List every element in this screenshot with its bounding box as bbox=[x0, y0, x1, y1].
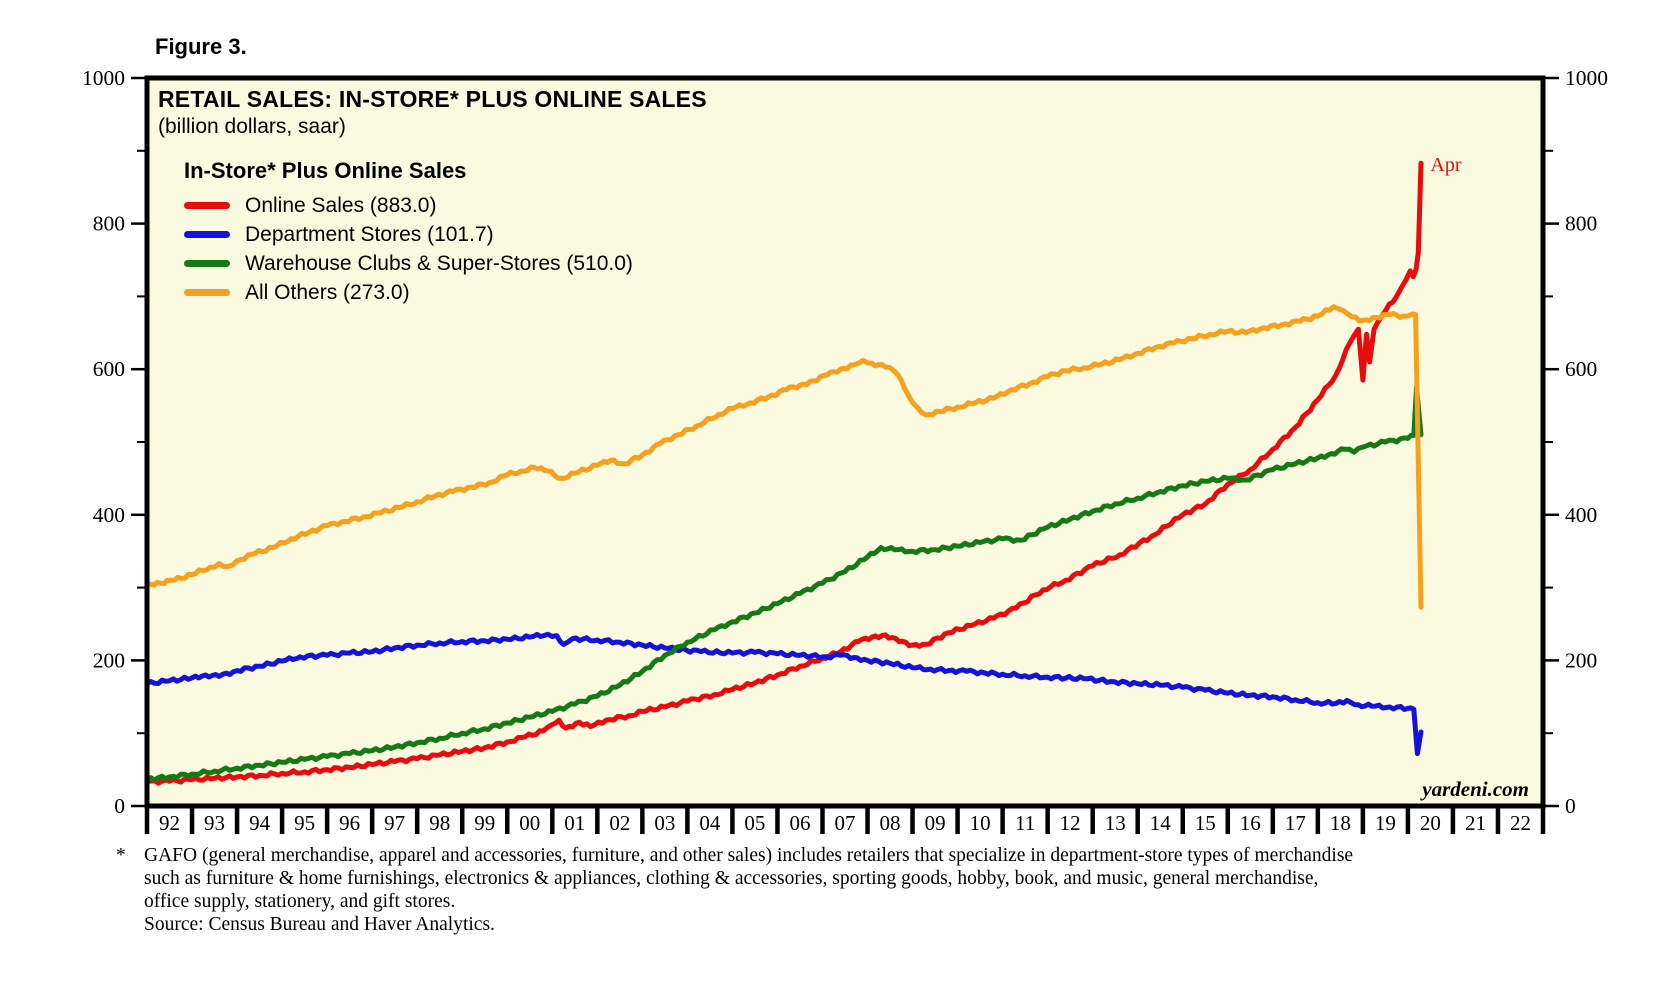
x-axis-label: 05 bbox=[744, 811, 765, 835]
y-axis-label-right: 200 bbox=[1565, 648, 1597, 672]
y-axis-label-left: 600 bbox=[93, 357, 125, 381]
y-axis-label-left: 1000 bbox=[82, 66, 125, 90]
footnote-line: GAFO (general merchandise, apparel and a… bbox=[144, 845, 1354, 866]
x-axis-label: 11 bbox=[1015, 811, 1035, 835]
legend: In-Store* Plus Online Sales Online Sales… bbox=[184, 158, 633, 307]
x-axis-label: 94 bbox=[249, 811, 271, 835]
legend-item-label: Online Sales (883.0) bbox=[245, 193, 437, 217]
x-axis-label: 22 bbox=[1510, 811, 1531, 835]
x-axis-label: 15 bbox=[1195, 811, 1216, 835]
x-axis-label: 92 bbox=[159, 811, 180, 835]
x-axis-label: 95 bbox=[294, 811, 315, 835]
y-axis-label-right: 400 bbox=[1565, 503, 1597, 527]
legend-item-warehouse-clubs-super-stores: Warehouse Clubs & Super-Stores (510.0) bbox=[184, 249, 633, 278]
footnote-asterisk: * bbox=[116, 845, 126, 866]
figure-label: Figure 3. bbox=[155, 34, 247, 59]
x-axis-label: 97 bbox=[384, 811, 405, 835]
footnote-body: GAFO (general merchandise, apparel and a… bbox=[144, 844, 1353, 936]
series-line-department-stores bbox=[144, 631, 1424, 757]
footnote-line: office supply, stationery, and gift stor… bbox=[144, 891, 456, 912]
chart-title: RETAIL SALES: IN-STORE* PLUS ONLINE SALE… bbox=[158, 86, 707, 112]
legend-item-all-others: All Others (273.0) bbox=[184, 278, 633, 307]
x-axis-label: 06 bbox=[789, 811, 810, 835]
footnote-line: such as furniture & home furnishings, el… bbox=[144, 868, 1319, 889]
x-axis-label: 21 bbox=[1465, 811, 1486, 835]
x-axis-label: 02 bbox=[609, 811, 630, 835]
footnote-source: Source: Census Bureau and Haver Analytic… bbox=[144, 914, 495, 935]
x-axis-label: 18 bbox=[1330, 811, 1351, 835]
x-axis-label: 98 bbox=[429, 811, 450, 835]
x-axis-label: 19 bbox=[1375, 811, 1396, 835]
x-axis-label: 20 bbox=[1420, 811, 1441, 835]
y-axis-label-right: 0 bbox=[1565, 794, 1576, 818]
legend-item-label: All Others (273.0) bbox=[245, 280, 410, 304]
legend-title: In-Store* Plus Online Sales bbox=[184, 158, 467, 183]
chart-subtitle: (billion dollars, saar) bbox=[158, 115, 346, 138]
legend-item-label: Department Stores (101.7) bbox=[245, 222, 494, 246]
apr-annotation: Apr bbox=[1430, 154, 1461, 176]
y-axis-label-right: 1000 bbox=[1565, 66, 1608, 90]
x-axis-label: 14 bbox=[1150, 811, 1172, 835]
x-axis-label: 99 bbox=[474, 811, 495, 835]
legend-swatch-warehouse-clubs-super-stores bbox=[184, 260, 230, 267]
y-axis-label-left: 800 bbox=[93, 212, 125, 236]
legend-item-online-sales: Online Sales (883.0) bbox=[184, 191, 633, 220]
plot-border bbox=[144, 75, 1546, 809]
x-axis-label: 04 bbox=[699, 811, 721, 835]
x-axis-label: 96 bbox=[339, 811, 360, 835]
legend-items: Online Sales (883.0) Department Stores (1… bbox=[184, 191, 633, 307]
x-axis-label: 03 bbox=[654, 811, 675, 835]
legend-item-department-stores: Department Stores (101.7) bbox=[184, 220, 633, 249]
legend-swatch-all-others bbox=[184, 289, 230, 296]
watermark: yardeni.com bbox=[1419, 777, 1529, 801]
x-axis-label: 08 bbox=[880, 811, 901, 835]
x-axis-label: 07 bbox=[835, 811, 856, 835]
x-axis-label: 17 bbox=[1285, 811, 1306, 835]
x-axis-label: 01 bbox=[564, 811, 585, 835]
x-axis-label: 93 bbox=[204, 811, 225, 835]
legend-swatch-online-sales bbox=[184, 202, 230, 209]
x-axis-label: 10 bbox=[970, 811, 991, 835]
y-axis-label-right: 600 bbox=[1565, 357, 1597, 381]
footnote: * GAFO (general merchandise, apparel and… bbox=[116, 844, 1353, 936]
x-axis-label: 00 bbox=[519, 811, 540, 835]
series-line-online-sales bbox=[144, 160, 1424, 786]
y-axis-label-left: 0 bbox=[114, 794, 125, 818]
y-axis-label-left: 200 bbox=[93, 648, 125, 672]
legend-swatch-department-stores bbox=[184, 231, 230, 238]
y-axis-label-left: 400 bbox=[93, 503, 125, 527]
x-axis-label: 09 bbox=[925, 811, 946, 835]
x-axis-label: 16 bbox=[1240, 811, 1261, 835]
x-axis-label: 13 bbox=[1105, 811, 1126, 835]
y-axis-label-right: 800 bbox=[1565, 212, 1597, 236]
plot-area bbox=[147, 78, 1543, 806]
legend-item-label: Warehouse Clubs & Super-Stores (510.0) bbox=[245, 251, 633, 275]
x-axis-label: 12 bbox=[1060, 811, 1081, 835]
series-line-all-others bbox=[144, 304, 1424, 610]
series-line-warehouse-clubs-super-stores bbox=[144, 384, 1424, 783]
